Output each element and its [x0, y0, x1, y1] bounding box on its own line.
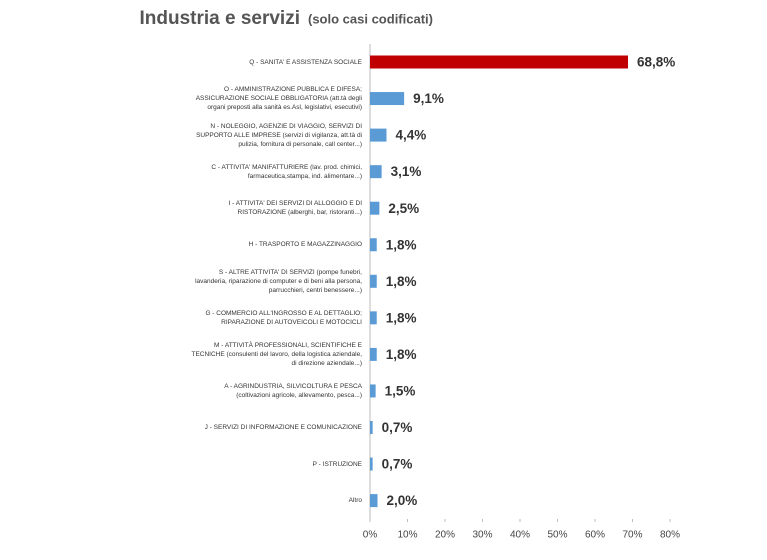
category-text: P - ISTRUZIONE: [312, 460, 362, 468]
bar: [370, 457, 373, 471]
value-label: 1,8%: [386, 237, 417, 252]
chart-subtitle: (solo casi codificati): [308, 11, 433, 26]
bar: [370, 238, 377, 252]
category-label: M - ATTIVITÀ PROFESSIONALI, SCIENTIFICHE…: [190, 336, 362, 372]
category-label: N - NOLEGGIO, AGENZIE DI VIAGGIO, SERVIZ…: [190, 117, 362, 153]
value-label: 0,7%: [382, 420, 413, 435]
category-text: I - ATTIVITA' DEI SERVIZI DI ALLOGGIO E …: [228, 200, 362, 217]
bar: [370, 92, 405, 106]
category-text: O - AMMINISTRAZIONE PUBBLICA E DIFESA; A…: [195, 86, 362, 112]
bar: [370, 494, 378, 508]
value-label: 68,8%: [637, 55, 675, 70]
category-label: A - AGRINDUSTRIA, SILVICOLTURA E PESCA (…: [190, 373, 362, 409]
bar: [370, 421, 373, 434]
x-tick-label: 80%: [660, 530, 680, 541]
category-text: C - ATTIVITA' MANIFATTURIERE (lav. prod.…: [211, 163, 362, 180]
value-label: 3,1%: [391, 164, 422, 179]
value-label: 2,5%: [388, 201, 419, 216]
category-text: J - SERVIZI DI INFORMAZIONE E COMUNICAZI…: [204, 424, 362, 431]
category-text: Altro: [348, 497, 362, 505]
value-label: 4,4%: [396, 128, 427, 143]
category-label: G - COMMERCIO ALL'INGROSSO E AL DETTAGLI…: [190, 300, 362, 336]
bar: [370, 55, 628, 69]
chart-title: Industria e servizi: [139, 8, 300, 29]
category-label: H - TRASPORTO E MAGAZZINAGGIO: [190, 227, 362, 263]
bar: [370, 128, 387, 142]
value-label: 0,7%: [382, 457, 413, 472]
value-label: 9,1%: [413, 91, 444, 106]
category-label: Altro: [190, 483, 362, 519]
bar: [370, 311, 377, 325]
category-label: J - SERVIZI DI INFORMAZIONE E COMUNICAZI…: [190, 410, 362, 446]
value-label: 1,8%: [386, 347, 417, 362]
x-tick-label: 70%: [622, 530, 642, 541]
x-tick-label: 50%: [547, 530, 567, 541]
x-tick-label: 60%: [585, 530, 605, 541]
bar: [370, 347, 377, 361]
category-text: S - ALTRE ATTIVITA' DI SERVIZI (pompe fu…: [195, 268, 362, 294]
category-label: P - ISTRUZIONE: [190, 446, 362, 482]
x-tick-label: 0%: [363, 530, 378, 541]
value-label: 1,8%: [386, 310, 417, 325]
value-label: 2,0%: [387, 493, 418, 508]
category-text: G - COMMERCIO ALL'INGROSSO E AL DETTAGLI…: [205, 309, 362, 326]
value-label: 1,5%: [385, 384, 416, 399]
category-label: S - ALTRE ATTIVITA' DI SERVIZI (pompe fu…: [190, 263, 362, 299]
x-tick-label: 20%: [435, 530, 455, 541]
x-tick-label: 10%: [397, 530, 417, 541]
bar: [370, 201, 380, 215]
bar: [370, 384, 376, 398]
category-label: Q - SANITA' E ASSISTENZA SOCIALE: [190, 44, 362, 80]
value-label: 1,8%: [386, 274, 417, 289]
bar: [370, 165, 382, 179]
category-label: C - ATTIVITA' MANIFATTURIERE (lav. prod.…: [190, 154, 362, 190]
bar: [370, 274, 377, 288]
category-text: M - ATTIVITÀ PROFESSIONALI, SCIENTIFICHE…: [191, 341, 362, 367]
category-text: A - AGRINDUSTRIA, SILVICOLTURA E PESCA (…: [224, 382, 362, 399]
category-text: Q - SANITA' E ASSISTENZA SOCIALE: [249, 58, 362, 66]
category-label: O - AMMINISTRAZIONE PUBBLICA E DIFESA; A…: [190, 81, 362, 117]
x-tick-label: 30%: [472, 530, 492, 541]
x-tick-label: 40%: [510, 530, 530, 541]
category-text: N - NOLEGGIO, AGENZIE DI VIAGGIO, SERVIZ…: [196, 122, 362, 148]
category-label: I - ATTIVITA' DEI SERVIZI DI ALLOGGIO E …: [190, 190, 362, 226]
category-text: H - TRASPORTO E MAGAZZINAGGIO: [248, 241, 362, 249]
